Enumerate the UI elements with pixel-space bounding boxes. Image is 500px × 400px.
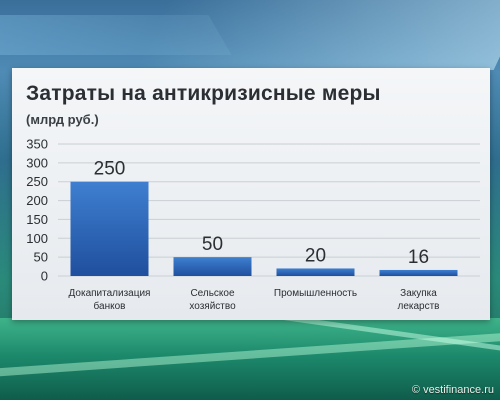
chart-title: Затраты на антикризисные меры (26, 82, 381, 105)
x-category-label: Закупка (400, 288, 437, 299)
data-label: 250 (94, 159, 126, 180)
chart-unit-label: (млрд руб.) (26, 112, 99, 127)
bar-chart: 0 50 100 150 200 250 300 350 250 Докапитализацияб… (26, 137, 480, 312)
y-tick-label: 350 (26, 137, 48, 152)
x-category-label: Сельское (190, 288, 235, 299)
bar (70, 181, 149, 276)
background-floor (0, 318, 500, 400)
data-label: 50 (202, 234, 223, 255)
x-category-label: Промышленность (274, 288, 357, 299)
x-category-label: банков (94, 300, 126, 312)
data-label: 16 (408, 247, 429, 268)
y-tick-label: 300 (26, 155, 48, 170)
x-category-label: лекарств (397, 301, 439, 312)
bar (276, 268, 355, 276)
y-tick-label: 50 (34, 250, 48, 265)
x-category-label: Докапитализация (69, 288, 151, 299)
y-tick-label: 100 (26, 231, 48, 246)
y-tick-label: 0 (41, 269, 48, 284)
y-tick-label: 200 (26, 193, 48, 208)
source-watermark: © vestifinance.ru (411, 384, 494, 396)
x-category-label: хозяйство (189, 301, 236, 312)
data-label: 20 (305, 245, 326, 266)
bar (173, 257, 252, 276)
y-tick-label: 150 (26, 212, 48, 227)
background-light-beam (0, 15, 232, 55)
chart-panel: Затраты на антикризисные меры (млрд руб.… (12, 68, 490, 320)
bar (379, 269, 458, 276)
y-tick-label: 250 (26, 174, 48, 189)
